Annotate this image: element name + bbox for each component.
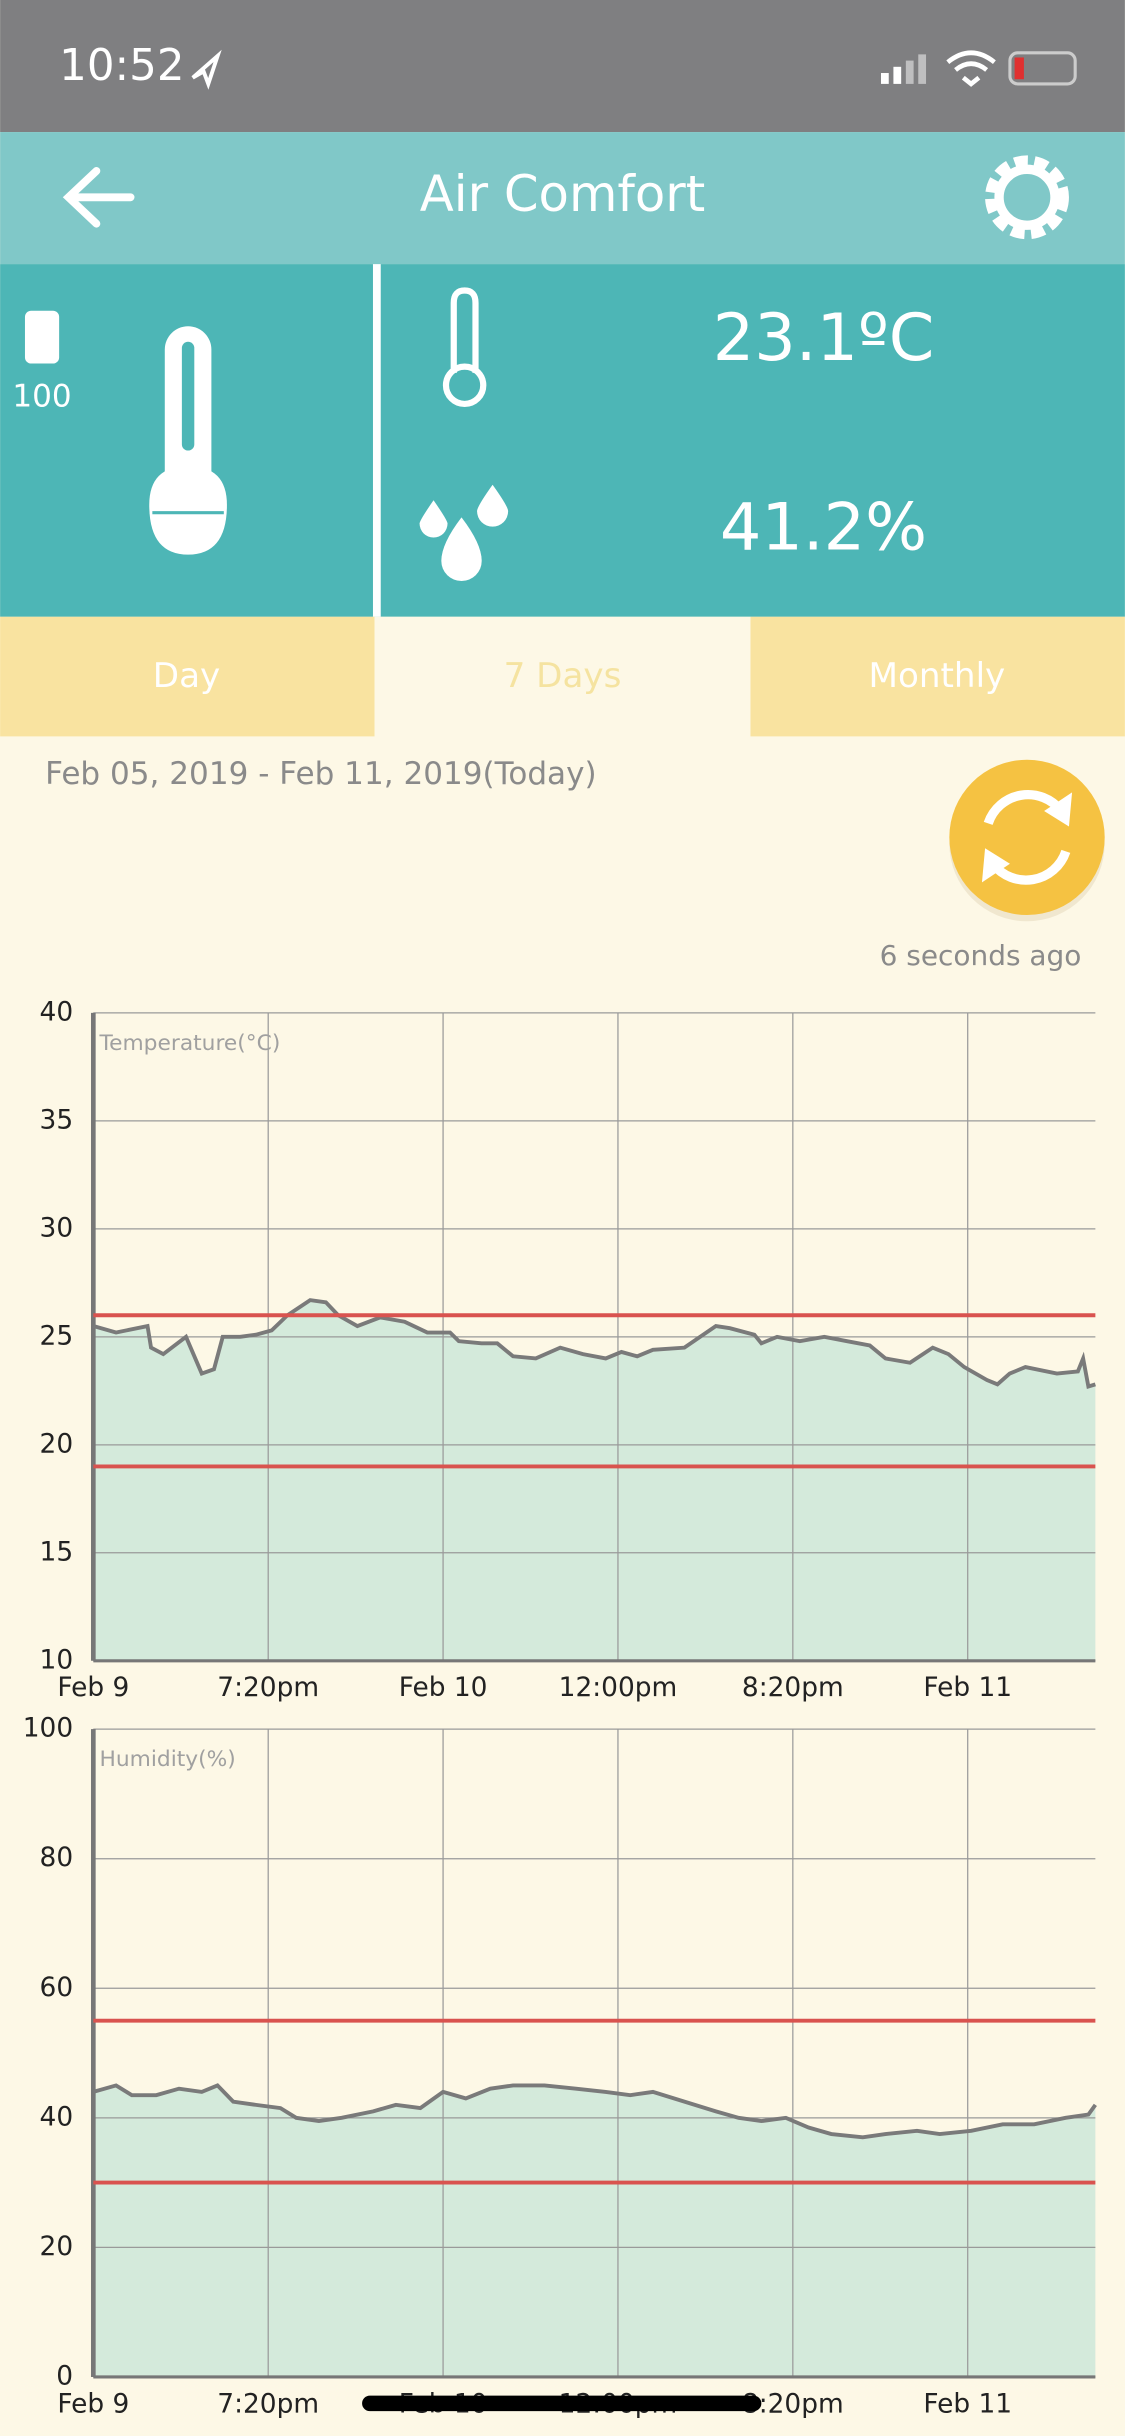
wifi-icon xyxy=(946,50,996,87)
x-tick-label: Feb 9 xyxy=(57,2388,129,2419)
y-tick-label: 80 xyxy=(40,1842,74,1873)
y-tick-label: 15 xyxy=(40,1536,74,1567)
divider xyxy=(372,264,381,617)
data-line xyxy=(92,2083,1097,2140)
y-tick-label: 20 xyxy=(40,1428,74,1459)
data-line xyxy=(92,1298,1096,1390)
y-tick-label: 0 xyxy=(56,2360,73,2391)
battery-status xyxy=(1008,51,1077,86)
status-bar xyxy=(0,0,1125,133)
tab-label[interactable]: Day xyxy=(153,656,220,696)
location-icon xyxy=(191,49,222,90)
x-tick-label: 7:20pm xyxy=(217,2388,319,2419)
area-fill xyxy=(93,1300,1096,1661)
y-tick-label: 60 xyxy=(40,1972,74,2003)
x-tick-label: Feb 9 xyxy=(57,1672,129,1703)
tab[interactable] xyxy=(750,616,1125,737)
y-tick-label: 35 xyxy=(40,1104,74,1135)
x-tick-label: 12:00pm xyxy=(559,1672,678,1703)
y-tick-label: 20 xyxy=(40,2231,74,2262)
y-tick-label: 30 xyxy=(40,1212,74,1243)
date-range: Feb 05, 2019 - Feb 11, 2019(Today) xyxy=(45,756,596,792)
device-battery-icon xyxy=(24,310,60,364)
humidity-reading: 41.2% xyxy=(720,489,927,565)
sensor-icon xyxy=(149,326,227,555)
settings-button[interactable] xyxy=(985,155,1069,240)
temperature-icon xyxy=(442,287,487,408)
area-fill xyxy=(93,2085,1096,2377)
y-tick-label: 100 xyxy=(23,1713,73,1744)
back-button[interactable] xyxy=(62,167,135,228)
battery-level xyxy=(1014,57,1024,80)
y-axis-label: Humidity(%) xyxy=(100,1747,236,1772)
device-battery: 100 xyxy=(12,379,71,415)
clock: 10:52 xyxy=(59,41,184,91)
x-tick-label: Feb 10 xyxy=(399,1672,488,1703)
y-tick-label: 10 xyxy=(40,1644,74,1675)
x-tick-label: Feb 11 xyxy=(923,2388,1012,2419)
y-tick-label: 40 xyxy=(40,2101,74,2132)
humidity-icon xyxy=(419,484,509,582)
header-title: Air Comfort xyxy=(420,165,705,223)
refresh-button[interactable] xyxy=(949,759,1105,922)
tab[interactable] xyxy=(0,616,375,737)
temperature-reading: 23.1ºC xyxy=(713,300,935,376)
y-axis-label: Temperature(°C) xyxy=(99,1031,281,1056)
home-indicator xyxy=(362,2395,762,2412)
tab-label[interactable]: 7 Days xyxy=(504,656,622,696)
x-tick-label: Feb 11 xyxy=(923,1672,1012,1703)
header xyxy=(0,132,1125,265)
updated-time: 6 seconds ago xyxy=(880,939,1082,972)
charts: 10 15 20 25 30 35 40 Feb 9 7:20pm Feb 10 12:00pm 8:… xyxy=(23,996,1097,2419)
x-tick-label: 8:20pm xyxy=(742,1672,844,1703)
signal-icon xyxy=(880,54,927,84)
tab-active[interactable] xyxy=(374,616,751,737)
tab-label[interactable]: Monthly xyxy=(869,656,1006,696)
y-tick-label: 40 xyxy=(40,996,74,1027)
x-tick-label: 7:20pm xyxy=(217,1672,319,1703)
y-tick-label: 25 xyxy=(40,1320,74,1351)
